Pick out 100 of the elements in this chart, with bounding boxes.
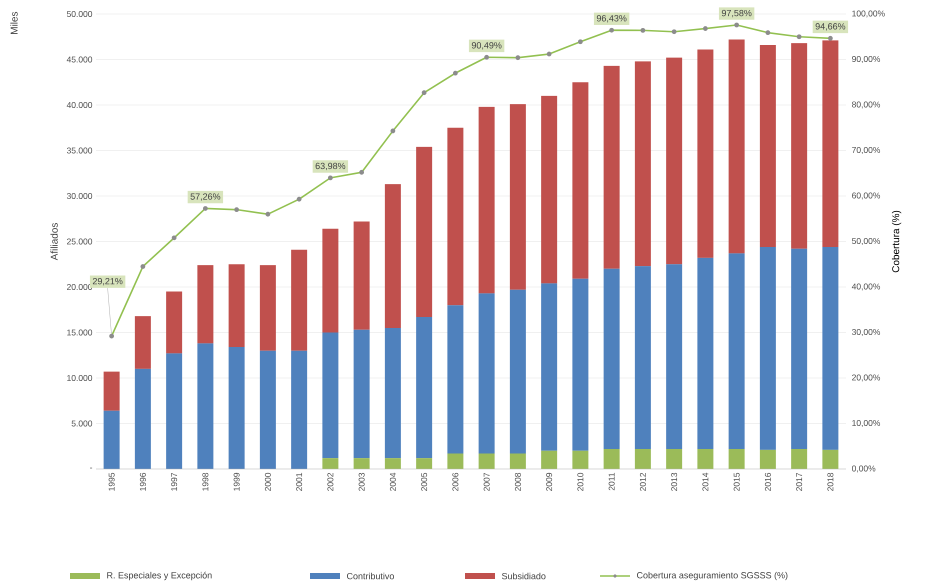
x-tick-label: 2003 bbox=[358, 472, 365, 491]
bar bbox=[384, 184, 401, 328]
bar bbox=[791, 448, 808, 469]
x-tick-label: 2017 bbox=[796, 472, 802, 491]
x-tick-label: 2013 bbox=[671, 472, 678, 491]
bar bbox=[634, 266, 651, 449]
bar bbox=[541, 96, 558, 284]
bar bbox=[104, 410, 120, 469]
bar bbox=[697, 448, 714, 469]
bar bbox=[604, 268, 620, 449]
bar bbox=[572, 450, 588, 469]
bar bbox=[384, 328, 401, 458]
bar bbox=[760, 44, 776, 247]
bar bbox=[104, 372, 120, 411]
bar bbox=[666, 264, 682, 449]
y-axis-title: Afiliados bbox=[50, 223, 58, 260]
bar bbox=[572, 278, 588, 451]
y-tick-label: 25.000 bbox=[67, 238, 92, 244]
bar bbox=[354, 221, 370, 330]
y-tick-label: 35.000 bbox=[66, 148, 92, 154]
bar bbox=[228, 264, 245, 348]
legend-label: Contributivo bbox=[346, 572, 394, 580]
bar bbox=[666, 448, 682, 469]
bar bbox=[791, 248, 808, 449]
bar bbox=[416, 458, 432, 469]
x-tick-label: 2004 bbox=[390, 472, 396, 491]
y-tick-label: 10.000 bbox=[67, 375, 92, 381]
bar bbox=[791, 43, 808, 249]
y2-tick-label: 30,00% bbox=[852, 329, 880, 336]
bar bbox=[322, 332, 338, 458]
bar bbox=[447, 305, 464, 454]
x-tick-label: 1996 bbox=[140, 472, 146, 491]
bar bbox=[541, 283, 558, 451]
data-label: 90,49% bbox=[472, 42, 502, 50]
bar bbox=[604, 448, 620, 469]
bar bbox=[760, 450, 776, 469]
y2-axis-title: Cobertura (%) bbox=[892, 210, 902, 272]
bar bbox=[572, 82, 588, 279]
bar bbox=[447, 454, 464, 469]
x-tick-label: 2000 bbox=[264, 472, 271, 491]
y-tick-label: 50.000 bbox=[66, 11, 92, 17]
x-tick-label: 1997 bbox=[171, 472, 178, 491]
bar bbox=[822, 246, 838, 450]
bar bbox=[197, 343, 214, 469]
bar bbox=[416, 317, 432, 458]
text: Miles bbox=[10, 12, 18, 34]
y-tick-label: 5.000 bbox=[72, 420, 92, 426]
bar bbox=[634, 448, 651, 469]
data-label: 29,21% bbox=[92, 278, 123, 286]
legend-label: Cobertura aseguramiento SGSSS (%) bbox=[636, 572, 788, 580]
bar bbox=[666, 58, 682, 264]
bar bbox=[760, 246, 776, 450]
bar bbox=[510, 290, 526, 454]
x-tick-label: 2011 bbox=[608, 472, 615, 490]
bar bbox=[634, 61, 651, 266]
bar bbox=[291, 250, 308, 351]
bar bbox=[134, 368, 151, 469]
bar bbox=[728, 39, 745, 254]
bar bbox=[260, 350, 276, 469]
y2-tick-label: 80,00% bbox=[852, 102, 880, 108]
y-tick-label: 30.000 bbox=[66, 193, 92, 199]
data-label: 63,98% bbox=[316, 162, 346, 170]
data-label: 94,66% bbox=[816, 23, 846, 31]
x-tick-label: 2006 bbox=[452, 472, 458, 491]
y2-tick-label: 60,00% bbox=[852, 192, 880, 200]
bar bbox=[228, 347, 245, 469]
bar bbox=[291, 350, 308, 469]
bar bbox=[197, 265, 214, 344]
bar bbox=[822, 40, 838, 247]
bar bbox=[541, 450, 558, 469]
x-tick-label: 2015 bbox=[734, 472, 740, 491]
bar bbox=[728, 448, 745, 469]
y2-tick-label: 40,00% bbox=[852, 284, 880, 290]
x-tick-label: 2012 bbox=[640, 472, 646, 491]
bar bbox=[354, 330, 370, 458]
legend-label: R. Especiales y Excepción bbox=[107, 572, 212, 580]
y2-tick-label: 20,00% bbox=[852, 374, 880, 382]
legend-label: Subsidiado bbox=[502, 572, 546, 580]
data-label: 96,43% bbox=[596, 15, 627, 23]
x-tick-label: 2008 bbox=[514, 472, 521, 491]
x-tick-label: 1998 bbox=[202, 472, 208, 491]
bar bbox=[354, 458, 370, 469]
bar bbox=[322, 458, 338, 469]
data-label: 97,58% bbox=[722, 10, 752, 18]
bar bbox=[134, 316, 151, 369]
y2-tick-label: 10,00% bbox=[852, 420, 880, 427]
bar bbox=[697, 49, 714, 258]
x-tick-label: 2010 bbox=[577, 472, 584, 491]
bar bbox=[822, 450, 838, 469]
x-tick-label: 2002 bbox=[327, 472, 334, 491]
data-label: 57,26% bbox=[190, 193, 220, 201]
bar bbox=[728, 253, 745, 449]
y2-tick-label: 70,00% bbox=[852, 147, 880, 154]
x-tick-label: 1995 bbox=[108, 472, 115, 491]
x-tick-label: 2009 bbox=[546, 472, 552, 491]
bar bbox=[166, 353, 182, 469]
y2-tick-label: 50,00% bbox=[852, 238, 880, 245]
bar bbox=[478, 106, 495, 294]
x-tick-label: 2005 bbox=[421, 472, 428, 491]
bar bbox=[510, 454, 526, 469]
